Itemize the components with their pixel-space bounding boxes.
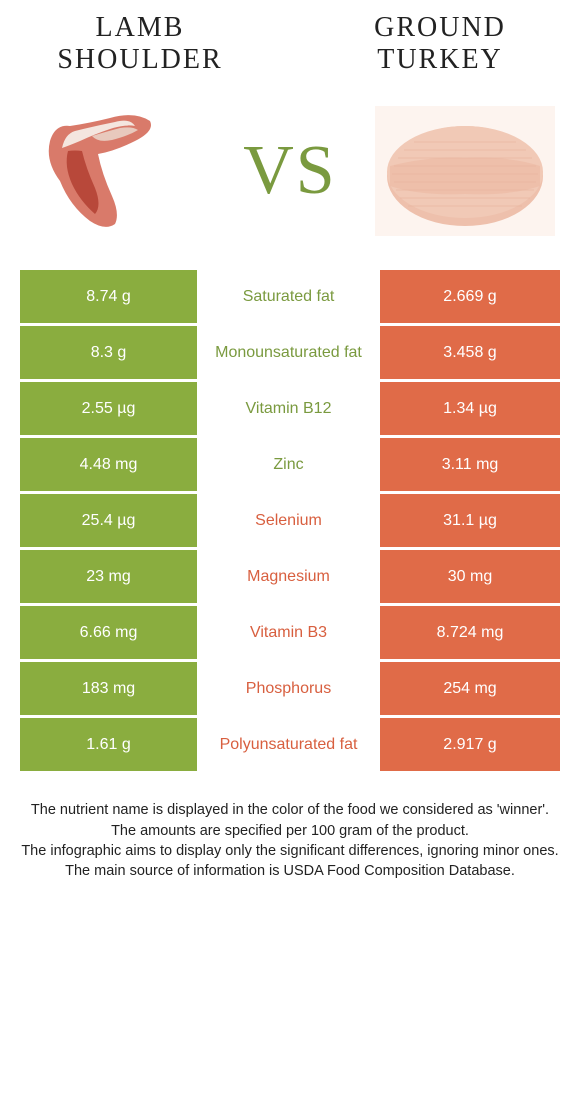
left-value: 8.74 g [20,270,200,326]
infographic-container: LAMB SHOULDER GROUND TURKEY VS [0,0,580,882]
footer-notes: The nutrient name is displayed in the co… [0,774,580,881]
nutrient-label: Zinc [200,438,380,494]
nutrient-label: Vitamin B12 [200,382,380,438]
table-row: 8.74 gSaturated fat2.669 g [20,270,560,326]
left-food-title: LAMB SHOULDER [30,12,250,76]
table-row: 4.48 mgZinc3.11 mg [20,438,560,494]
right-value: 254 mg [380,662,560,718]
vs-label: VS [243,131,336,211]
comparison-table: 8.74 gSaturated fat2.669 g8.3 gMonounsat… [20,270,560,774]
right-value: 1.34 µg [380,382,560,438]
right-value: 31.1 µg [380,494,560,550]
header-row: LAMB SHOULDER GROUND TURKEY [0,0,580,76]
right-value: 2.669 g [380,270,560,326]
footer-line: The amounts are specified per 100 gram o… [14,821,566,841]
left-value: 8.3 g [20,326,200,382]
footer-line: The main source of information is USDA F… [14,861,566,881]
nutrient-label: Saturated fat [200,270,380,326]
nutrient-label: Magnesium [200,550,380,606]
table-row: 2.55 µgVitamin B121.34 µg [20,382,560,438]
nutrient-label: Vitamin B3 [200,606,380,662]
right-value: 3.11 mg [380,438,560,494]
left-value: 2.55 µg [20,382,200,438]
left-value: 23 mg [20,550,200,606]
table-row: 23 mgMagnesium30 mg [20,550,560,606]
left-value: 1.61 g [20,718,200,774]
right-value: 30 mg [380,550,560,606]
nutrient-label: Phosphorus [200,662,380,718]
left-value: 4.48 mg [20,438,200,494]
left-value: 183 mg [20,662,200,718]
lamb-shoulder-image [20,96,210,246]
left-value: 6.66 mg [20,606,200,662]
right-value: 2.917 g [380,718,560,774]
right-value: 3.458 g [380,326,560,382]
table-row: 183 mgPhosphorus254 mg [20,662,560,718]
nutrient-label: Selenium [200,494,380,550]
footer-line: The infographic aims to display only the… [14,841,566,861]
table-row: 8.3 gMonounsaturated fat3.458 g [20,326,560,382]
nutrient-label: Polyunsaturated fat [200,718,380,774]
right-food-title: GROUND TURKEY [330,12,550,76]
table-row: 25.4 µgSelenium31.1 µg [20,494,560,550]
ground-turkey-image [370,96,560,246]
left-value: 25.4 µg [20,494,200,550]
right-value: 8.724 mg [380,606,560,662]
table-row: 6.66 mgVitamin B38.724 mg [20,606,560,662]
images-row: VS [0,76,580,270]
footer-line: The nutrient name is displayed in the co… [14,800,566,820]
table-row: 1.61 gPolyunsaturated fat2.917 g [20,718,560,774]
nutrient-label: Monounsaturated fat [200,326,380,382]
